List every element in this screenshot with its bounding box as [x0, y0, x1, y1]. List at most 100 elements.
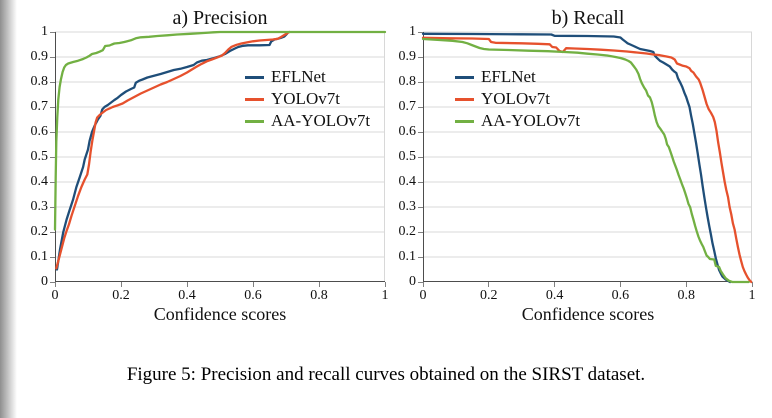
y-tick-mark — [50, 56, 55, 58]
x-tick-mark — [488, 282, 490, 287]
y-tick-mark — [50, 106, 55, 108]
series-line-AA-YOLOv7t — [421, 37, 750, 284]
y-tick-label: 0.5 — [30, 149, 49, 164]
y-tick-mark — [418, 106, 423, 108]
legend-swatch-AA-YOLOv7t — [245, 119, 264, 123]
x-tick-label: 0 — [51, 288, 59, 303]
x-tick-label: 0.6 — [244, 288, 262, 303]
y-tick-label: 0.3 — [398, 199, 417, 214]
legend-item-EFLNet: EFLNet — [455, 66, 580, 88]
x-tick-mark — [619, 282, 621, 287]
y-tick-label: 0.4 — [398, 174, 417, 189]
legend-label: YOLOv7t — [271, 89, 340, 108]
y-tick-mark — [50, 231, 55, 233]
chart-title: b) Recall — [551, 7, 625, 29]
y-tick-label: 1 — [41, 24, 48, 39]
y-tick-label: 0.2 — [30, 224, 49, 239]
series-line-YOLOv7t — [421, 36, 753, 284]
legend-swatch-YOLOv7t — [455, 97, 474, 101]
x-axis-title: Confidence scores — [521, 304, 655, 324]
y-tick-mark — [418, 206, 423, 208]
y-tick-label: 0.6 — [30, 124, 49, 139]
y-tick-label: 0 — [409, 274, 416, 289]
y-tick-label: 0.8 — [30, 74, 49, 89]
legend-item-AA-YOLOv7t: AA-YOLOv7t — [455, 110, 580, 132]
x-axis-title: Confidence scores — [153, 304, 287, 324]
x-tick-label: 0.2 — [480, 288, 498, 303]
legend-swatch-EFLNet — [245, 75, 264, 79]
legend-label: AA-YOLOv7t — [481, 111, 581, 130]
y-tick-mark — [418, 231, 423, 233]
series-line-YOLOv7t — [55, 30, 291, 270]
plot-area — [421, 31, 753, 284]
precision-chart: a) Precision 0 0.1 0.2 0.3 0.4 0.5 0.6 0.7 0.8 0.9… — [30, 7, 389, 324]
x-tick-mark — [318, 282, 320, 287]
y-tick-label: 0.9 — [398, 49, 417, 64]
y-tick-mark — [418, 81, 423, 83]
legend-label: EFLNet — [481, 67, 536, 86]
legend-swatch-EFLNet — [455, 75, 474, 79]
x-tick-label: 0.4 — [545, 288, 564, 303]
x-tick-label: 1 — [381, 288, 389, 303]
y-tick-mark — [418, 56, 423, 58]
legend-item-EFLNet: EFLNet — [245, 66, 370, 88]
x-tick-mark — [186, 282, 188, 287]
x-tick-mark — [120, 282, 122, 287]
y-tick-mark — [418, 281, 423, 283]
x-tick-label: 0.8 — [310, 288, 328, 303]
series-line-EFLNet — [421, 32, 732, 284]
x-tick-mark — [252, 282, 254, 287]
x-tick-mark — [685, 282, 687, 287]
y-tick-label: 0.5 — [398, 149, 417, 164]
y-tick-label: 0.6 — [398, 124, 417, 139]
y-tick-label: 1 — [409, 24, 416, 39]
figure-caption: Figure 5: Precision and recall curves ob… — [126, 364, 646, 385]
series-line-AA-YOLOv7t — [53, 30, 387, 231]
x-tick-mark — [422, 282, 424, 287]
legend: EFLNet YOLOv7t AA-YOLOv7t — [245, 66, 370, 132]
y-tick-label: 0.4 — [30, 174, 49, 189]
x-tick-label: 1 — [748, 288, 756, 303]
plot-area — [53, 30, 387, 282]
legend: EFLNet YOLOv7t AA-YOLOv7t — [455, 66, 580, 132]
y-tick-mark — [50, 281, 55, 283]
legend-item-AA-YOLOv7t: AA-YOLOv7t — [245, 110, 370, 132]
y-tick-mark — [50, 131, 55, 133]
y-tick-mark — [418, 131, 423, 133]
legend-swatch-AA-YOLOv7t — [455, 119, 474, 123]
legend-item-YOLOv7t: YOLOv7t — [455, 88, 580, 110]
y-tick-label: 0.2 — [398, 224, 417, 239]
chart-title: a) Precision — [172, 7, 268, 29]
x-tick-label: 0.8 — [677, 288, 695, 303]
x-tick-label: 0.6 — [611, 288, 630, 303]
y-tick-mark — [418, 181, 423, 183]
y-tick-label: 0.3 — [30, 199, 49, 214]
x-tick-mark — [54, 282, 56, 287]
x-tick-mark — [384, 282, 386, 287]
y-tick-mark — [418, 31, 423, 33]
y-tick-mark — [50, 31, 55, 33]
y-tick-mark — [50, 81, 55, 83]
y-tick-mark — [50, 181, 55, 183]
legend-swatch-YOLOv7t — [245, 97, 264, 101]
x-tick-label: 0.4 — [178, 288, 196, 303]
legend-item-YOLOv7t: YOLOv7t — [245, 88, 370, 110]
y-tick-mark — [50, 256, 55, 258]
y-tick-mark — [418, 256, 423, 258]
y-tick-mark — [418, 156, 423, 158]
y-tick-label: 0 — [41, 274, 48, 289]
legend-label: EFLNet — [271, 67, 326, 86]
y-tick-label: 0.1 — [30, 249, 49, 264]
y-tick-label: 0.8 — [398, 74, 417, 89]
recall-chart: b) Recall 0 0.1 0.2 0.3 0.4 0.5 0.6 0.7 0.8 0.9 1 0 0… — [398, 7, 756, 324]
y-tick-label: 0.7 — [398, 99, 417, 114]
x-tick-mark — [554, 282, 556, 287]
y-tick-label: 0.9 — [30, 49, 49, 64]
y-tick-mark — [50, 156, 55, 158]
legend-label: AA-YOLOv7t — [271, 111, 371, 130]
x-tick-label: 0.2 — [112, 288, 130, 303]
legend-label: YOLOv7t — [481, 89, 550, 108]
y-tick-label: 0.7 — [30, 99, 49, 114]
x-tick-label: 0 — [419, 288, 427, 303]
